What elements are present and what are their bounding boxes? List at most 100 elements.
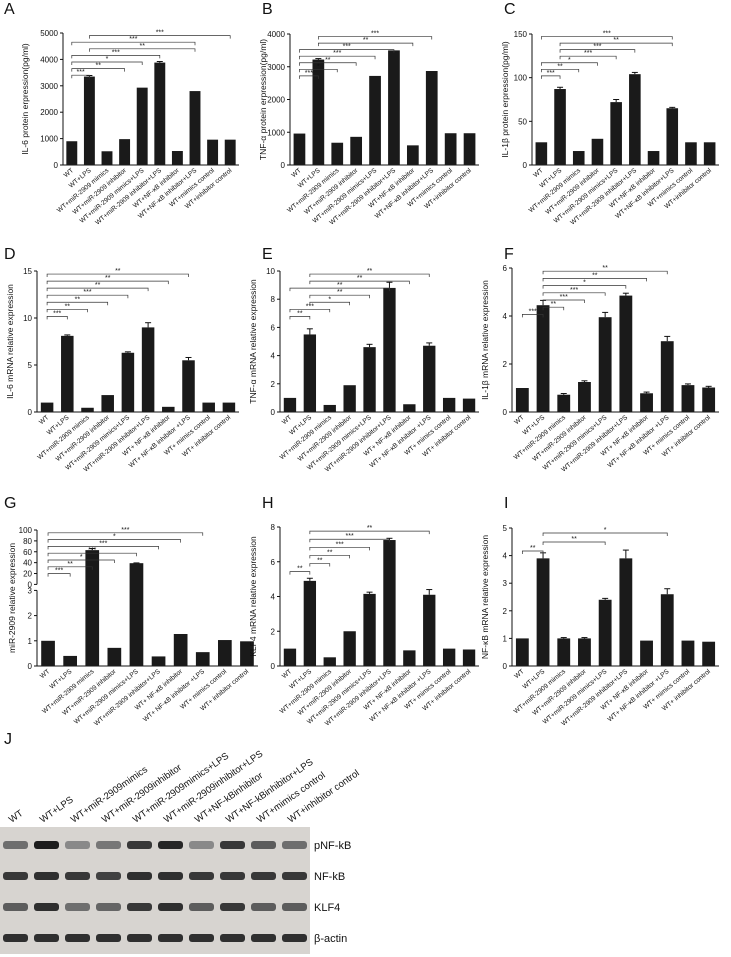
significance-bracket (542, 270, 668, 275)
panel-letter: C (504, 1, 516, 18)
significance-bracket (309, 563, 331, 567)
x-tick-label: WT (39, 668, 51, 680)
significance-label: ** (357, 275, 363, 282)
bar (406, 145, 419, 165)
x-tick-label: WT (290, 167, 302, 179)
significance-bracket (299, 68, 338, 73)
significance-label: *** (336, 541, 344, 548)
y-tick-label: 0 (271, 662, 276, 671)
y-tick-label: 3 (503, 579, 508, 588)
significance-label: *** (156, 30, 164, 37)
y-tick-label: 5 (28, 361, 33, 370)
y-tick-label: 40 (23, 559, 32, 568)
y-tick-label: 8 (271, 523, 276, 532)
bar (578, 382, 591, 412)
significance-bracket (46, 316, 68, 320)
y-tick-label: 5 (503, 524, 508, 533)
blot-band (251, 872, 276, 880)
significance-bracket (559, 49, 636, 53)
bar (66, 141, 78, 165)
blot-band (282, 841, 307, 849)
bar (283, 648, 297, 666)
significance-bracket (299, 55, 376, 60)
significance-bracket (309, 294, 370, 299)
x-tick-label: WT (532, 167, 544, 179)
panel-letter: B (262, 1, 273, 18)
y-axis-label: IL-6 mRNA relative expression (5, 284, 15, 399)
bar (640, 393, 653, 412)
y-axis-label: IL-1β mRNA relative expression (480, 280, 490, 400)
bar (403, 650, 416, 666)
significance-label: *** (112, 49, 120, 56)
bar (343, 631, 356, 666)
y-axis-label: NF-κB mRNA relative expression (480, 535, 490, 660)
bar (85, 550, 100, 666)
significance-bracket (46, 273, 189, 278)
significance-label: *** (121, 527, 129, 534)
y-tick-label: 10 (266, 267, 275, 276)
y-tick-label: 1000 (40, 135, 58, 144)
significance-bracket (299, 75, 319, 79)
bar (369, 75, 381, 165)
bar (536, 305, 550, 412)
significance-label: ** (95, 282, 101, 289)
bar (217, 640, 232, 666)
significance-bracket (541, 75, 561, 79)
significance-label: ** (551, 301, 557, 308)
panel-letter: G (4, 495, 16, 512)
significance-bracket (89, 35, 231, 39)
bar (383, 540, 396, 666)
y-tick-label: 0 (28, 662, 33, 671)
significance-bracket (289, 308, 331, 313)
bar (557, 638, 571, 666)
y-tick-label: 2 (271, 627, 276, 636)
significance-bracket (522, 550, 544, 554)
bar (101, 395, 114, 412)
blot-band (34, 841, 59, 849)
y-tick-label: 0 (523, 161, 528, 170)
significance-bracket (289, 571, 311, 575)
bar (681, 640, 695, 666)
y-tick-label: 2 (271, 380, 276, 389)
bar (240, 641, 254, 666)
bar (323, 657, 336, 666)
bar (141, 327, 155, 412)
bar (303, 334, 317, 412)
x-tick-label: WT (513, 414, 525, 426)
bar (189, 91, 201, 165)
panel-letter: A (4, 1, 15, 18)
significance-label: ** (530, 545, 536, 552)
significance-bracket (46, 308, 88, 313)
significance-bracket (309, 273, 430, 278)
y-tick-label: 3000 (40, 82, 58, 91)
significance-bracket (309, 546, 370, 551)
bar (202, 402, 215, 412)
blot-band (65, 903, 90, 911)
significance-label: ** (337, 289, 343, 296)
bar (81, 407, 94, 412)
significance-bracket (46, 287, 149, 292)
significance-label: * (604, 527, 607, 534)
bar (303, 580, 317, 666)
blot-band (65, 841, 90, 849)
significance-bracket (71, 74, 90, 79)
bar (702, 387, 716, 412)
x-tick-label: WT (63, 167, 75, 179)
significance-label: ** (139, 43, 145, 50)
significance-label: ** (297, 310, 303, 317)
panel-C: C 0 50 100 150 IL-1β protein erpression(pg/ml… (500, 1, 719, 226)
band-label: β-actin (314, 933, 347, 945)
blot-band (282, 934, 307, 942)
blot-band (96, 872, 121, 880)
significance-bracket (47, 552, 137, 557)
significance-bracket (542, 541, 606, 545)
bar (660, 341, 674, 412)
significance-label: *** (346, 533, 354, 540)
significance-bracket (47, 559, 115, 563)
panel-J: JWT WT+LPSWT+miR-2909mimicsWT+miR-2909inh… (0, 731, 362, 954)
bar (557, 394, 571, 412)
significance-bracket (522, 314, 544, 318)
significance-bracket (541, 62, 598, 66)
y-tick-label: 4 (271, 593, 276, 602)
bar (312, 59, 325, 165)
